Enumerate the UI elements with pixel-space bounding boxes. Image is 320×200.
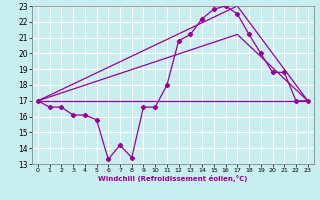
X-axis label: Windchill (Refroidissement éolien,°C): Windchill (Refroidissement éolien,°C) [98, 175, 247, 182]
